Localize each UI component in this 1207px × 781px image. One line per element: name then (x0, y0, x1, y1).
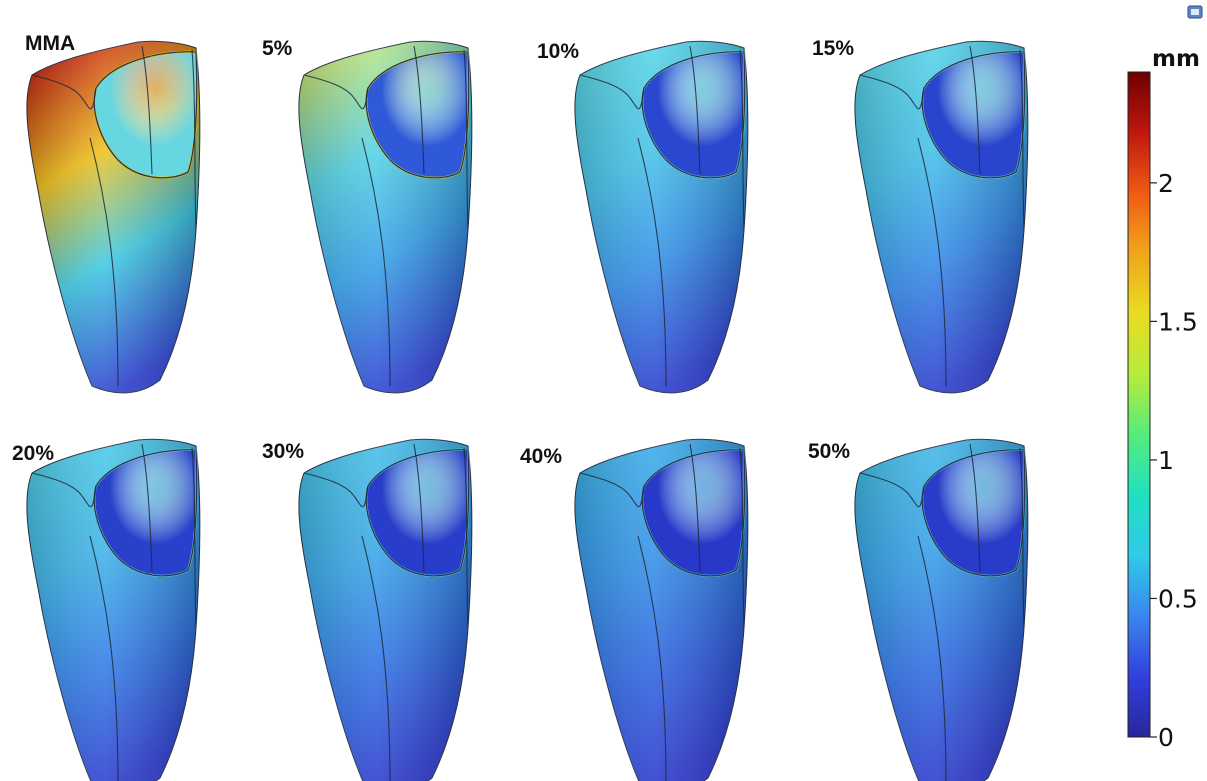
colorbar: mm 0 0.5 1 1.5 2 (1127, 46, 1200, 752)
socket-rim (365, 449, 470, 577)
socket-flap-edge (31, 472, 97, 508)
colorbar-tick-label: 1 (1158, 446, 1174, 475)
panel-label: 5% (262, 37, 293, 60)
socket-seam (689, 45, 701, 175)
colorbar-ticks: 0 0.5 1 1.5 2 (1150, 169, 1198, 752)
socket-seam (969, 45, 981, 175)
panel-label: 15% (812, 37, 854, 60)
socket-flap-edge (303, 74, 369, 110)
socket-seam (89, 535, 119, 781)
socket-seam (637, 535, 667, 781)
socket-seam (463, 447, 469, 629)
colorbar-gradient (1127, 71, 1151, 738)
colorbar-unit: mm (1152, 46, 1200, 72)
socket-flap-edge (303, 472, 369, 508)
socket-seam (739, 49, 745, 231)
socket-panel (574, 438, 749, 781)
socket-seam (361, 535, 391, 781)
socket-seam (191, 49, 197, 231)
socket-seam (917, 535, 947, 781)
socket-panel (854, 438, 1029, 781)
panel-label: 10% (537, 40, 579, 63)
socket-rim (93, 449, 198, 577)
socket-panel (298, 438, 473, 781)
panel-label: MMA (25, 32, 75, 55)
socket-panel (298, 40, 473, 394)
panel-label: 20% (12, 442, 54, 465)
socket-rim (921, 51, 1026, 179)
socket-flap-edge (859, 472, 925, 508)
socket-panel (854, 40, 1029, 394)
colorbar-tick-label: 1.5 (1158, 307, 1198, 336)
socket-panel (26, 438, 201, 781)
colorbar-tick-label: 0.5 (1158, 584, 1198, 613)
socket-panel (26, 40, 201, 394)
socket-seam (413, 443, 425, 573)
socket-rim (93, 51, 198, 179)
socket-seam (689, 443, 701, 573)
socket-seam (413, 45, 425, 175)
colorbar-tick-label: 0 (1158, 723, 1174, 752)
socket-rim (641, 449, 746, 577)
socket-seam (1019, 49, 1025, 231)
socket-flap-edge (579, 472, 645, 508)
colorbar-tick-label: 2 (1158, 169, 1174, 198)
socket-seam (141, 45, 153, 175)
socket-seam (89, 137, 119, 387)
panel-label: 40% (520, 445, 562, 468)
panel-label: 30% (262, 440, 304, 463)
socket-seam (739, 447, 745, 629)
panels-layer: MMA 5% 10% 15% 20% 30% 40% 50% (12, 32, 1029, 781)
socket-seam (463, 49, 469, 231)
window-icon (1187, 5, 1203, 19)
socket-rim (365, 51, 470, 179)
socket-flap-edge (859, 74, 925, 110)
socket-seam (917, 137, 947, 387)
socket-panel (574, 40, 749, 394)
socket-flap-edge (31, 74, 97, 110)
socket-seam (141, 443, 153, 573)
socket-seam (969, 443, 981, 573)
socket-flap-edge (579, 74, 645, 110)
socket-seam (1019, 447, 1025, 629)
socket-seam (361, 137, 391, 387)
socket-seam (191, 447, 197, 629)
socket-seam (637, 137, 667, 387)
panel-label: 50% (808, 440, 850, 463)
socket-rim (921, 449, 1026, 577)
socket-rim (641, 51, 746, 179)
